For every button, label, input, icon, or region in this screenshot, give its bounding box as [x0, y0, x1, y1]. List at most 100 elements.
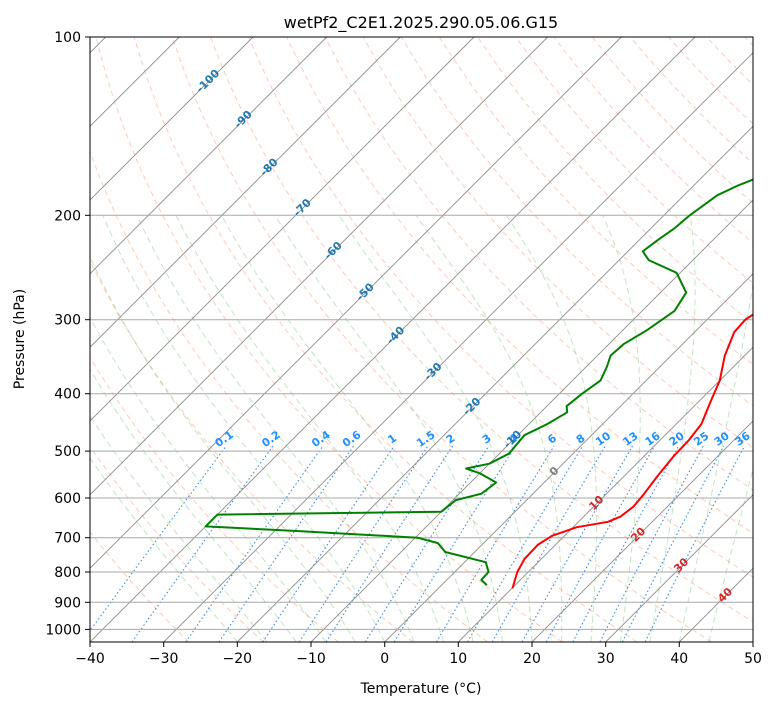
y-tick-label: 900	[54, 595, 81, 611]
isotherm-line	[752, 641, 753, 642]
chart-title: wetPf2_C2E1.2025.290.05.06.G15	[284, 13, 558, 33]
y-axis-ticks: 100 200 300 400 500 600 700 800 900 1000	[45, 30, 90, 638]
mixing-ratio-line	[218, 445, 355, 642]
y-tick-label: 600	[54, 491, 81, 507]
mixing-ratio-line	[90, 445, 227, 632]
dry-adiabat-line	[591, 37, 753, 204]
mixing-ratio-line	[393, 445, 516, 642]
dry-adiabat-line	[438, 37, 753, 366]
x-tick-label: −20	[223, 651, 253, 667]
moist-adiabat-line	[175, 215, 445, 642]
isotherm-line	[384, 273, 753, 642]
y-tick-label: 800	[54, 565, 81, 581]
mixing-ratio-line	[621, 445, 725, 642]
mixing-ratio-label: 6	[545, 431, 559, 446]
dry-adiabat-line	[95, 37, 563, 642]
mixing-ratio-line	[545, 445, 656, 642]
isotherm-line	[90, 37, 254, 201]
isotherm-line	[90, 37, 549, 496]
isotherm-label: -70	[291, 196, 314, 219]
mixing-ratio-label: 0.6	[340, 428, 364, 450]
moist-adiabat-line	[678, 280, 753, 642]
mixing-ratio-label: 8	[574, 432, 588, 447]
mixing-ratio-label: 0.1	[213, 428, 236, 450]
mixing-ratio-line	[364, 445, 490, 642]
moist-adiabat-line	[90, 316, 327, 642]
dry-adiabat-line	[133, 37, 638, 642]
moist-adiabat-line	[221, 215, 474, 642]
isopleth-labels: 0.1 0.2 0.4 0.6 1 1.5 2 3 4 6 8 10 13 16 20 25 30 36-100-…	[194, 67, 753, 606]
x-tick-label: 30	[597, 651, 615, 667]
isotherm-label: 0	[547, 464, 562, 479]
moist-adiabat-line	[649, 215, 696, 642]
dry-adiabat-line	[515, 37, 753, 284]
isotherm-line	[90, 37, 622, 569]
mixing-ratio-label: 13	[620, 429, 640, 448]
isotherm-label: -90	[232, 108, 255, 131]
y-tick-label: 200	[54, 208, 81, 224]
dry-adiabat-line	[90, 259, 414, 642]
mixing-ratio-lines	[90, 445, 746, 642]
isotherm-line	[236, 125, 753, 642]
x-axis-title: Temperature (°C)	[360, 681, 482, 697]
isotherm-line	[531, 420, 753, 642]
mixing-ratio-line	[644, 445, 746, 642]
mixing-ratio-label: 1.5	[414, 428, 437, 450]
moist-adiabat-line	[338, 215, 533, 642]
mixing-ratio-label: 2	[444, 432, 458, 447]
y-axis-title: Pressure (hPa)	[12, 289, 28, 389]
dry-adiabat-line	[90, 150, 488, 642]
x-tick-label: 0	[380, 651, 389, 667]
moist-adiabat-line	[136, 215, 415, 642]
isotherm-label: -100	[194, 67, 223, 96]
mixing-ratio-line	[325, 445, 454, 642]
x-tick-label: 20	[523, 651, 541, 667]
dry-adiabat-line	[171, 37, 712, 642]
mixing-ratio-label: 1	[385, 432, 399, 447]
moist-adiabat-line	[602, 215, 641, 642]
mixing-ratio-label: 16	[643, 429, 663, 449]
y-tick-label: 300	[54, 313, 81, 329]
dewpoint-profile-line	[204, 178, 753, 586]
y-tick-label: 500	[54, 444, 81, 460]
y-tick-label: 100	[54, 30, 81, 46]
mixing-ratio-line	[298, 445, 429, 642]
isotherm-label: -10	[501, 428, 524, 451]
isotherm-line	[90, 37, 475, 422]
skewed-isotherms	[90, 37, 753, 642]
y-tick-label: 400	[54, 387, 81, 403]
isotherm-line	[163, 52, 753, 642]
mixing-ratio-label: 10	[593, 429, 613, 449]
mixing-ratio-line	[599, 445, 704, 642]
dry-adiabat-line	[553, 37, 753, 244]
isotherm-label: -50	[354, 280, 377, 303]
moist-adiabat-line	[708, 467, 753, 642]
x-tick-label: −30	[149, 651, 179, 667]
moist-adiabat-line	[415, 215, 563, 642]
plot-area: 0.1 0.2 0.4 0.6 1 1.5 2 3 4 6 8 10 13 16 20 25 30 36-100-…	[90, 37, 753, 642]
x-tick-label: 10	[449, 651, 467, 667]
mixing-ratio-line	[262, 445, 395, 642]
isotherm-line	[605, 494, 753, 642]
mixing-ratio-line	[435, 445, 555, 642]
moist-adiabat-line	[90, 457, 238, 642]
dry-adiabat-line	[90, 531, 190, 642]
mixing-ratio-label: 0.4	[309, 428, 333, 450]
dry-adiabat-line	[706, 37, 753, 86]
x-tick-label: 40	[670, 651, 688, 667]
y-tick-label: 700	[54, 531, 81, 547]
temperature-profile-line	[511, 313, 753, 589]
mixing-ratio-label: 3	[480, 432, 494, 447]
dry-adiabat-line	[668, 37, 753, 125]
isotherm-line	[90, 37, 696, 642]
isotherm-line	[90, 37, 328, 275]
mixing-ratio-line	[521, 445, 633, 642]
x-tick-label: −40	[75, 651, 105, 667]
moist-adiabat-line	[274, 215, 503, 642]
mixing-ratio-line	[185, 445, 324, 642]
x-tick-label: −10	[296, 651, 326, 667]
mixing-ratio-label: 0.2	[259, 428, 282, 450]
y-tick-label: 1000	[45, 622, 81, 638]
moist-adiabat-line	[90, 368, 297, 642]
